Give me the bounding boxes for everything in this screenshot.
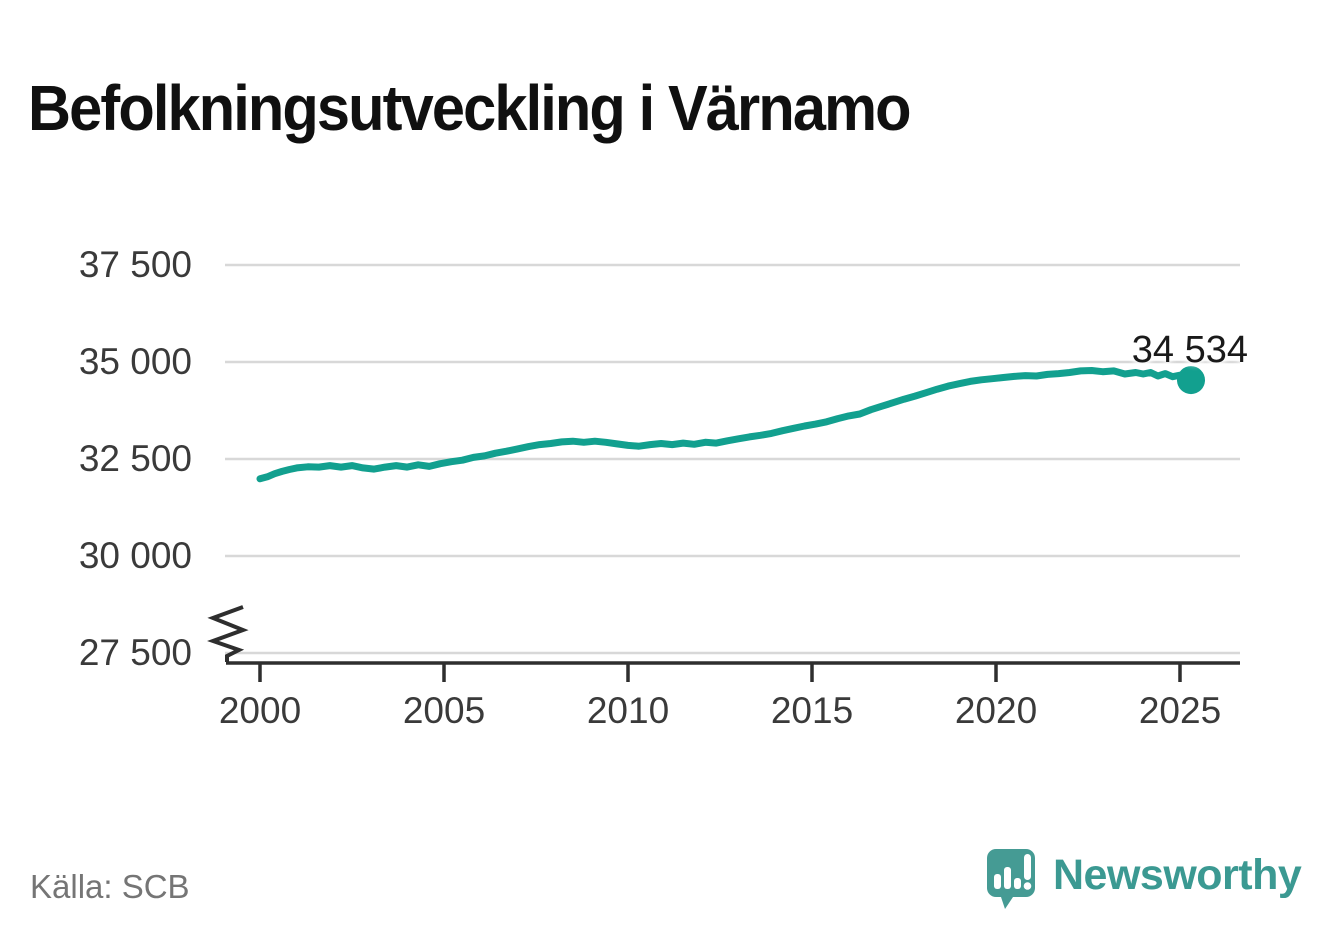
axis-break-icon bbox=[207, 605, 249, 662]
bar-3 bbox=[1014, 878, 1021, 889]
end-value-label: 34 534 bbox=[1131, 329, 1248, 371]
exclamation-bar bbox=[1024, 854, 1031, 880]
y-axis-tick-label: 37 500 bbox=[78, 244, 192, 285]
end-point-dot bbox=[1177, 366, 1205, 395]
page-title: Befolkningsutveckling i Värnamo bbox=[28, 71, 912, 144]
y-axis-tick-label: 30 000 bbox=[78, 535, 192, 576]
source-credit: Källa: SCB bbox=[30, 868, 190, 905]
newsworthy-bubble-icon bbox=[987, 849, 1035, 909]
newsworthy-logo: Newsworthy bbox=[983, 845, 1302, 915]
x-axis-tick-label: 2000 bbox=[218, 690, 302, 731]
bar-1 bbox=[994, 874, 1001, 889]
exclamation-dot bbox=[1023, 882, 1032, 890]
bar-2 bbox=[1004, 867, 1011, 889]
y-axis-tick-label: 27 500 bbox=[78, 632, 192, 673]
x-axis-tick-label: 2025 bbox=[1138, 690, 1222, 731]
x-axis-tick-label: 2010 bbox=[586, 690, 670, 731]
brand-wordmark: Newsworthy bbox=[1053, 851, 1302, 899]
x-axis-tick-label: 2005 bbox=[402, 690, 486, 731]
y-axis-tick-label: 35 000 bbox=[78, 341, 192, 382]
x-axis-tick-label: 2015 bbox=[770, 690, 854, 731]
x-axis-tick-label: 2020 bbox=[954, 690, 1038, 731]
population-line bbox=[256, 367, 1195, 483]
y-axis-tick-label: 32 500 bbox=[78, 438, 192, 479]
